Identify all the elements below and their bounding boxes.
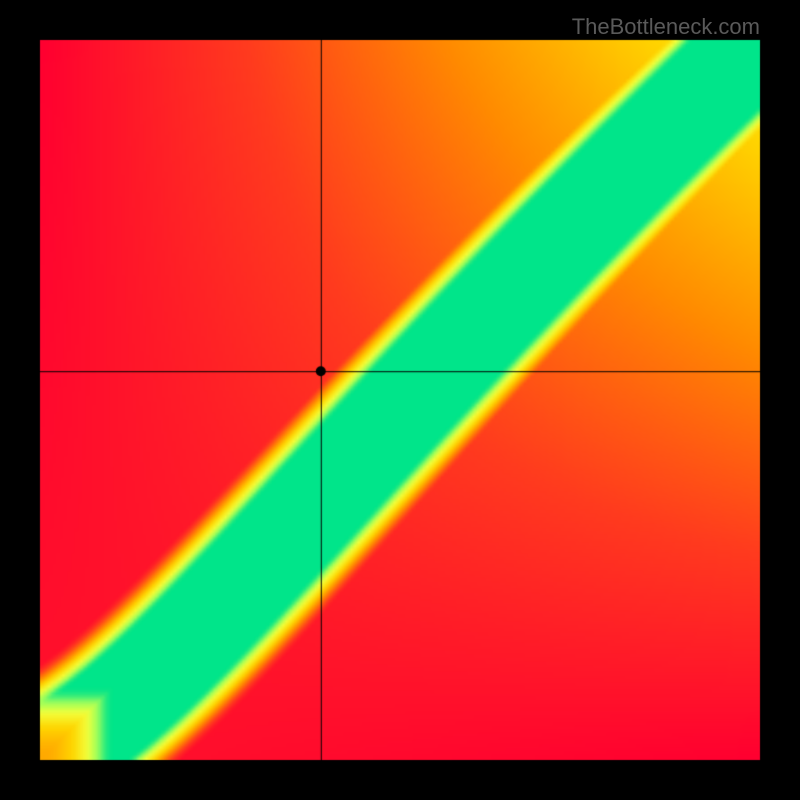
chart-container: TheBottleneck.com xyxy=(0,0,800,800)
heatmap-canvas xyxy=(0,0,800,800)
watermark-text: TheBottleneck.com xyxy=(572,14,760,40)
